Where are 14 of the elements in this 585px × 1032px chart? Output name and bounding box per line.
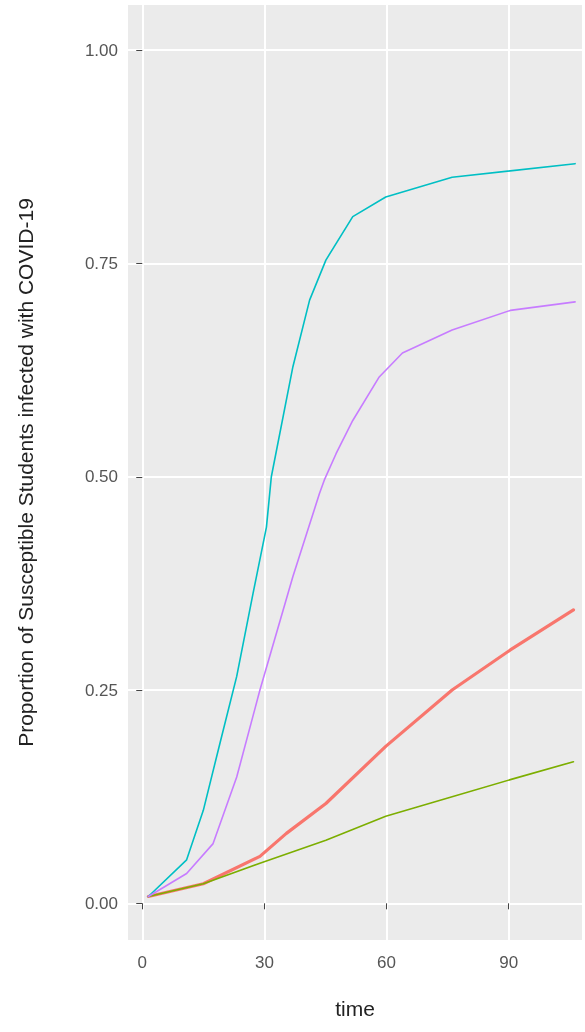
y-tick-label: 0.50 — [84, 467, 118, 487]
y-tick-label: 0.00 — [84, 893, 118, 913]
line-series — [147, 301, 576, 898]
x-axis-title: time — [335, 997, 375, 1020]
line-series — [147, 162, 576, 898]
y-tick-label: 0.75 — [84, 253, 118, 273]
x-tick-label: 60 — [377, 953, 397, 972]
x-tick-label: 90 — [499, 953, 519, 972]
y-axis-title: Proportion of Susceptible Students infected with COVID-19 — [14, 198, 37, 747]
line-series — [147, 760, 575, 898]
x-tick-label: 30 — [254, 953, 274, 972]
x-tick-label: 0 — [137, 953, 147, 972]
y-tick-label: 0.25 — [84, 680, 118, 700]
y-tick-label: 1.00 — [84, 40, 118, 60]
